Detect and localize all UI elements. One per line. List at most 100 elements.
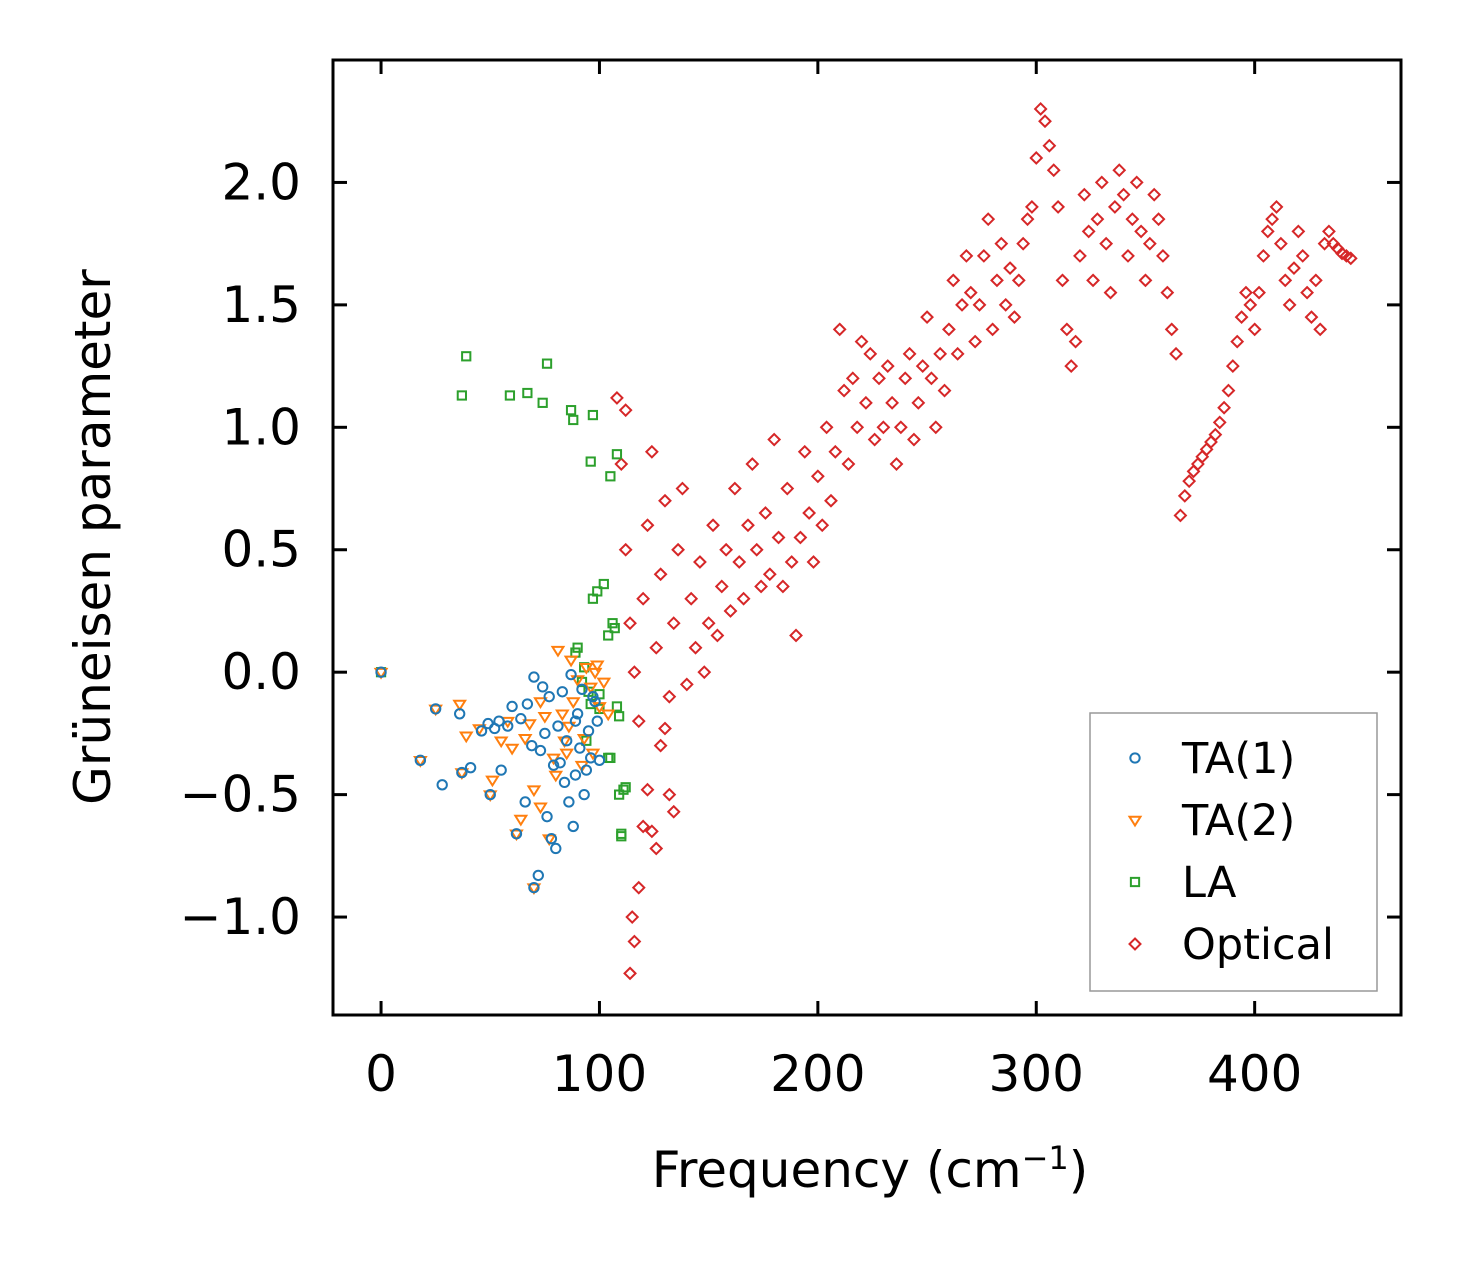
data-point: [582, 725, 595, 737]
y-tick-label: 0.0: [221, 643, 301, 701]
data-point: [1033, 102, 1048, 116]
data-point: [572, 642, 583, 653]
data-point: [902, 346, 917, 361]
data-point: [990, 273, 1004, 288]
data-point: [563, 655, 579, 668]
data-point: [959, 248, 974, 263]
data-point: [571, 708, 584, 720]
data-point: [666, 616, 681, 631]
data-point: [537, 397, 548, 408]
data-point: [484, 788, 496, 801]
data-point: [631, 714, 646, 729]
data-point: [780, 481, 795, 496]
data-point: [1265, 212, 1280, 227]
data-point: [1055, 273, 1070, 288]
data-point: [591, 715, 603, 727]
data-point: [625, 910, 640, 924]
data-point: [876, 420, 891, 435]
data-point: [1073, 248, 1087, 263]
data-point: [636, 591, 651, 606]
data-point: [837, 383, 851, 398]
data-point: [1322, 224, 1336, 239]
data-point: [548, 770, 564, 783]
data-point: [533, 802, 548, 815]
data-point: [609, 622, 620, 634]
data-point: [1195, 449, 1210, 464]
data-point: [554, 757, 566, 769]
data-point: [1003, 261, 1017, 276]
data-point: [1112, 163, 1127, 178]
legend: TA(1) TA(2) LA Optical: [1089, 712, 1378, 992]
data-point: [1129, 175, 1144, 190]
legend-marker-ta-2-: [1127, 815, 1143, 828]
data-point: [541, 358, 553, 369]
data-point: [539, 727, 551, 740]
data-point: [583, 682, 599, 695]
x-axis-label: Frequency (cm−1): [652, 1139, 1089, 1199]
data-point: [605, 471, 616, 482]
data-point: [598, 578, 609, 590]
data-point: [532, 869, 544, 882]
data-point: [1081, 224, 1096, 239]
data-point: [589, 695, 601, 708]
data-point: [1295, 248, 1310, 263]
data-point: [541, 810, 553, 823]
data-point: [653, 567, 668, 582]
data-point: [504, 743, 520, 756]
data-point: [574, 742, 586, 754]
data-point: [485, 775, 500, 788]
data-point: [832, 322, 847, 337]
data-point: [567, 820, 579, 833]
data-point: [555, 709, 570, 722]
data-point: [1016, 236, 1031, 251]
data-point: [658, 493, 672, 508]
data-point: [741, 518, 755, 533]
data-point: [911, 395, 926, 410]
data-point: [976, 248, 991, 263]
data-point: [558, 776, 571, 789]
data-point: [666, 804, 681, 819]
data-point: [461, 351, 472, 362]
data-point: [828, 444, 843, 459]
legend-label: Optical: [1182, 920, 1334, 970]
data-point: [880, 359, 895, 374]
data-point: [749, 542, 764, 557]
data-point: [889, 457, 904, 471]
data-point: [1138, 273, 1153, 288]
data-point: [1107, 200, 1122, 214]
data-point: [576, 683, 588, 695]
data-point: [1230, 334, 1245, 349]
data-point: [526, 785, 542, 798]
data-point: [464, 762, 477, 774]
data-point: [545, 833, 558, 845]
data-point: [644, 824, 659, 839]
data-point: [1090, 212, 1105, 227]
data-point: [662, 689, 677, 704]
data-point: [928, 420, 943, 435]
data-point: [907, 432, 921, 447]
legend-label: TA(2): [1181, 796, 1295, 846]
data-point: [1147, 187, 1162, 202]
data-point: [762, 567, 777, 582]
data-point: [614, 457, 629, 471]
data-point: [1269, 200, 1284, 214]
legend-label: TA(1): [1181, 734, 1295, 784]
data-point: [1204, 435, 1218, 449]
y-tick-label: 0.5: [221, 521, 301, 579]
data-point: [1103, 285, 1118, 300]
data-point: [526, 739, 538, 752]
data-point: [841, 457, 856, 471]
data-point: [458, 731, 474, 744]
data-point: [810, 469, 825, 484]
data-point: [1059, 322, 1074, 337]
data-point: [815, 518, 830, 533]
data-point: [1199, 442, 1214, 457]
data-point: [616, 828, 627, 839]
data-point: [569, 715, 582, 727]
data-point: [1077, 187, 1092, 202]
data-point: [618, 784, 629, 795]
data-point: [985, 322, 1000, 337]
data-point: [623, 966, 637, 981]
data-point: [640, 518, 655, 533]
